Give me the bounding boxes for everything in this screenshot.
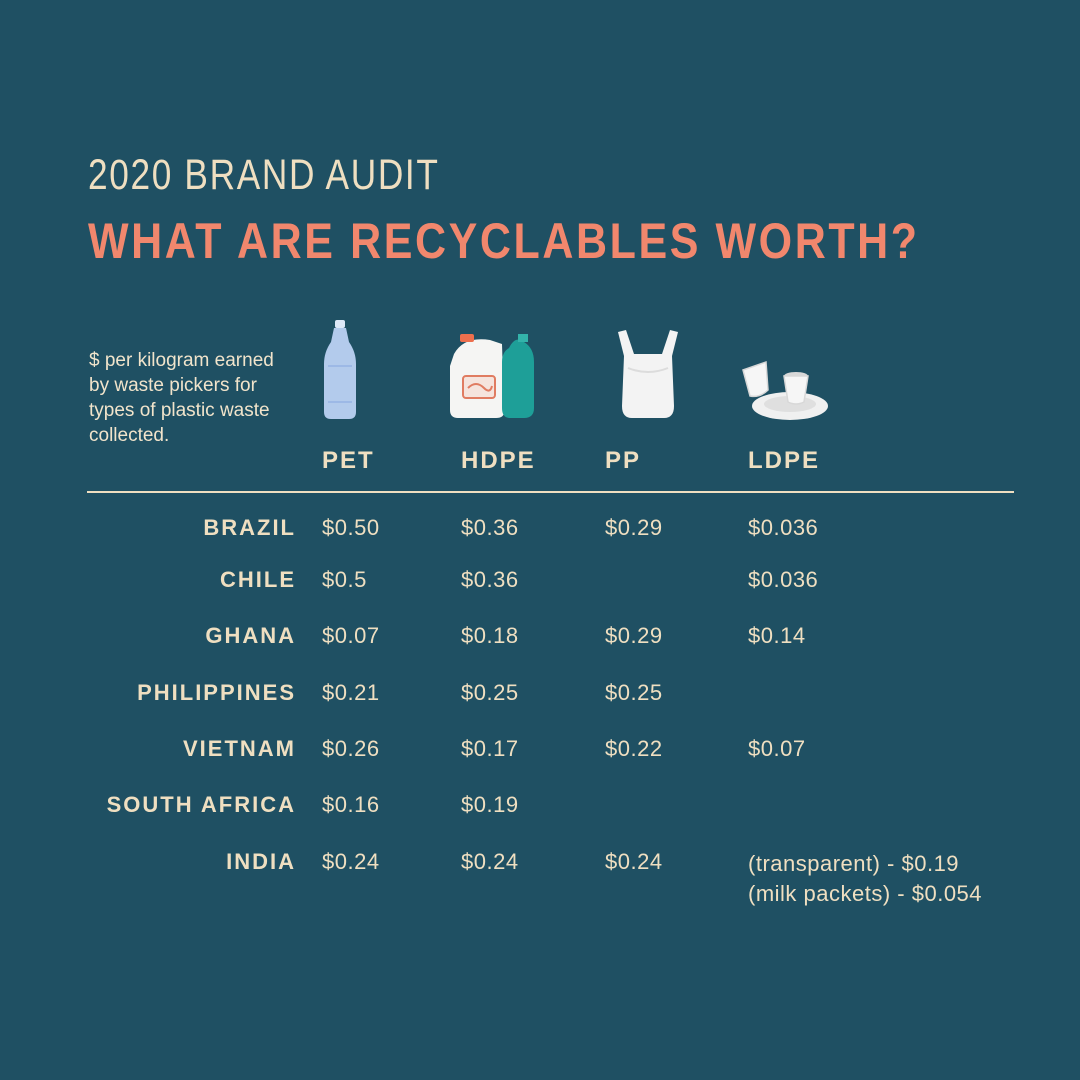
cell-chile-ldpe: $0.036	[748, 567, 819, 592]
india-ldpe-milk-packets: (milk packets) - $0.054	[748, 881, 983, 906]
cell-philippines-pp: $0.25	[605, 680, 663, 705]
cell-india-hdpe: $0.24	[461, 849, 519, 874]
cell-ghana-pp: $0.29	[605, 623, 663, 648]
cell-chile-hdpe: $0.36	[461, 567, 519, 592]
cell-vietnam-hdpe: $0.17	[461, 736, 519, 761]
cell-philippines-hdpe: $0.25	[461, 680, 519, 705]
cell-brazil-pet: $0.50	[322, 515, 380, 540]
cell-india-ldpe: (transparent) - $0.19 (milk packets) - $…	[748, 849, 982, 909]
cell-south-africa-pet: $0.16	[322, 792, 380, 817]
row-label-vietnam: VIETNAM	[183, 736, 296, 761]
plastic-bottle-icon	[324, 320, 356, 419]
cell-india-pp: $0.24	[605, 849, 663, 874]
kicker-title: 2020 BRAND AUDIT	[88, 151, 440, 199]
cell-brazil-ldpe: $0.036	[748, 515, 819, 540]
header-divider	[87, 491, 1014, 493]
cell-vietnam-pet: $0.26	[322, 736, 380, 761]
main-title: WHAT ARE RECYCLABLES WORTH?	[88, 213, 920, 269]
india-ldpe-transparent: (transparent) - $0.19	[748, 851, 960, 876]
cell-south-africa-hdpe: $0.19	[461, 792, 519, 817]
milk-jug-and-shampoo-bottle-icon	[450, 334, 534, 418]
cell-chile-pet: $0.5	[322, 567, 367, 592]
cell-ghana-ldpe: $0.14	[748, 623, 806, 648]
cell-philippines-pet: $0.21	[322, 680, 380, 705]
cell-vietnam-pp: $0.22	[605, 736, 663, 761]
row-label-south-africa: SOUTH AFRICA	[106, 792, 296, 817]
column-ldpe: LDPE	[748, 447, 821, 474]
row-label-philippines: PHILIPPINES	[137, 680, 296, 705]
plastic-cups-and-plate-icon	[742, 360, 828, 420]
cell-vietnam-ldpe: $0.07	[748, 736, 806, 761]
cell-brazil-pp: $0.29	[605, 515, 663, 540]
column-pet: PET	[322, 447, 375, 474]
row-label-india: INDIA	[226, 849, 296, 874]
row-label-chile: CHILE	[220, 567, 296, 592]
cell-india-pet: $0.24	[322, 849, 380, 874]
column-pp: PP	[605, 447, 642, 474]
plastic-bag-icon	[618, 330, 678, 418]
cell-brazil-hdpe: $0.36	[461, 515, 519, 540]
row-label-brazil: BRAZIL	[203, 515, 296, 540]
units-note: $ per kilogram earned by waste pickers f…	[89, 350, 274, 446]
cell-ghana-pet: $0.07	[322, 623, 380, 648]
column-hdpe: HDPE	[461, 447, 536, 474]
row-label-ghana: GHANA	[205, 623, 296, 648]
cell-ghana-hdpe: $0.18	[461, 623, 519, 648]
